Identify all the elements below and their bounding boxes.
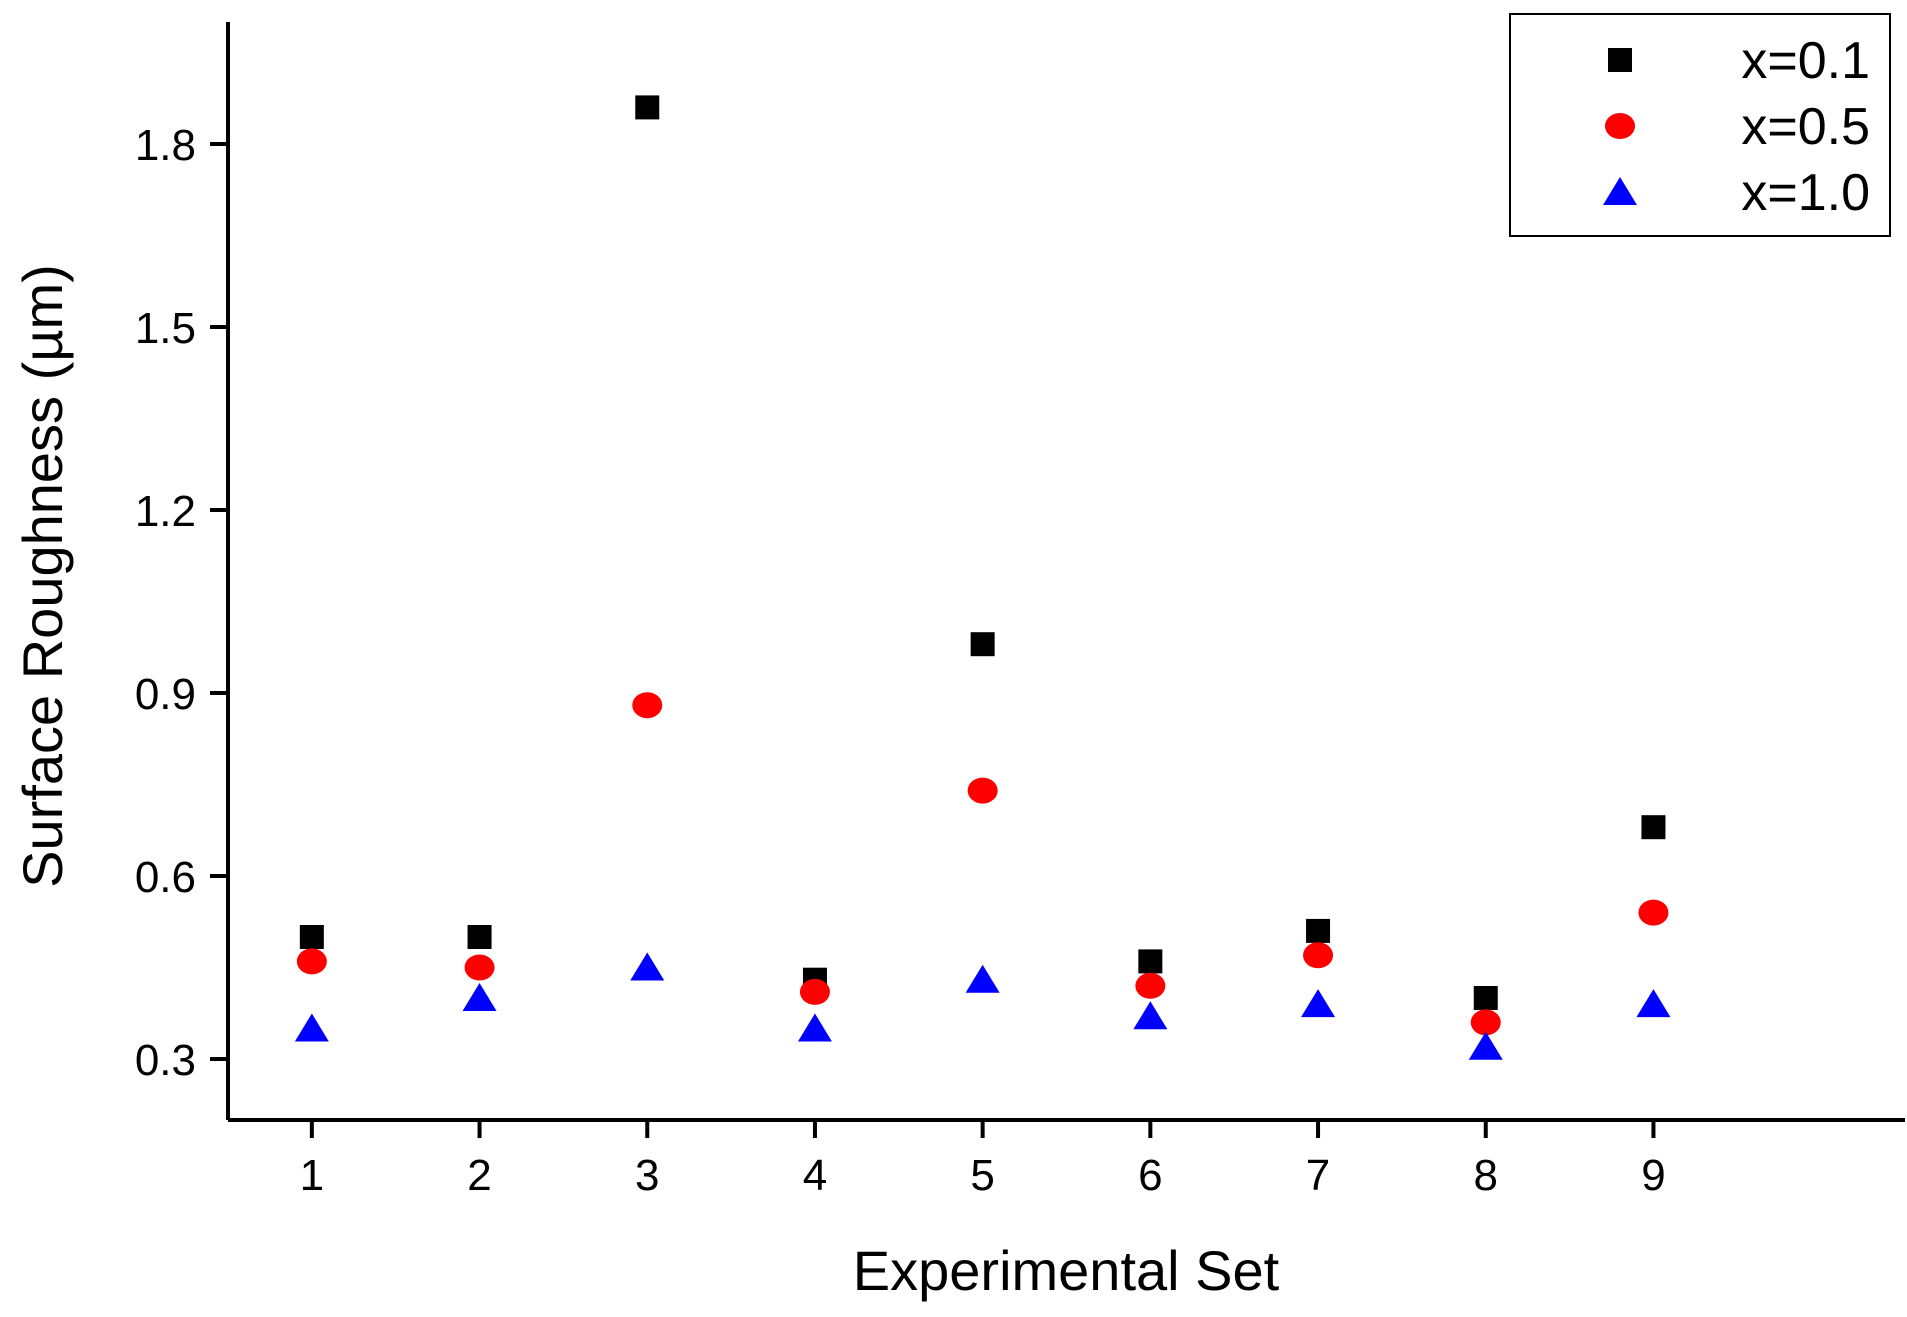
legend-box [1509, 13, 1891, 237]
triangle-point [462, 983, 497, 1011]
x-tick-label: 6 [1138, 1151, 1162, 1200]
legend-circle-marker [1605, 113, 1635, 139]
x-tick-label: 9 [1641, 1151, 1665, 1200]
y-tick-label: 1.2 [135, 487, 196, 536]
circle-point [1638, 899, 1669, 926]
y-tick-label: 0.9 [135, 670, 196, 719]
circle-point [799, 978, 830, 1005]
square-point [1306, 918, 1331, 943]
x-ticks: 1 2 3 4 5 6 7 8 9 [300, 1120, 1666, 1200]
square-point [635, 95, 660, 120]
square-point [970, 632, 995, 657]
circle-point [1135, 972, 1166, 999]
circle-point [464, 954, 495, 981]
circle-point [296, 948, 327, 975]
x-tick-label: 1 [300, 1151, 324, 1200]
square-point [299, 925, 324, 949]
circle-point [967, 777, 998, 804]
triangle-point [965, 964, 1000, 993]
triangle-point [1133, 1001, 1168, 1030]
legend: x=0.1 x=0.5 x=1.0 [1509, 13, 1891, 237]
y-tick-label: 0.3 [135, 1036, 196, 1085]
triangle-point [1468, 1031, 1503, 1060]
x-tick-label: 3 [635, 1151, 659, 1200]
series-x=1.0 [294, 952, 1671, 1060]
series-x=0.1 [299, 95, 1666, 1010]
x-tick-label: 4 [803, 1151, 827, 1200]
x-tick-label: 2 [467, 1151, 491, 1200]
y-ticks: 0.3 0.6 0.9 1.2 1.5 1.8 [135, 121, 228, 1085]
circle-point [1470, 1009, 1501, 1036]
data-points [294, 95, 1671, 1060]
x-tick-label: 7 [1306, 1151, 1330, 1200]
legend-label: x=0.5 [1741, 98, 1870, 156]
legend-square-marker [1608, 48, 1632, 72]
square-point [1473, 986, 1498, 1010]
triangle-point [1301, 989, 1336, 1018]
y-axis-title: Surface Roughness (µm) [11, 264, 74, 888]
y-tick-label: 1.8 [135, 121, 196, 170]
circle-point [632, 692, 663, 719]
series-x=0.5 [296, 692, 1669, 1036]
triangle-point [1636, 989, 1671, 1018]
x-tick-label: 5 [970, 1151, 994, 1200]
legend-triangle-marker [1603, 177, 1637, 205]
triangle-point [797, 1013, 832, 1042]
axes [226, 22, 1905, 1122]
x-tick-label: 8 [1474, 1151, 1498, 1200]
triangle-point [294, 1013, 329, 1042]
legend-label: x=0.1 [1741, 32, 1870, 90]
legend-label: x=1.0 [1741, 164, 1870, 222]
triangle-point [630, 952, 665, 981]
x-axis-title: Experimental Set [853, 1239, 1280, 1302]
circle-point [1303, 942, 1334, 969]
square-point [1138, 949, 1163, 974]
square-point [1641, 815, 1666, 840]
y-tick-label: 1.5 [135, 304, 196, 353]
y-tick-label: 0.6 [135, 853, 196, 902]
square-point [467, 925, 492, 949]
